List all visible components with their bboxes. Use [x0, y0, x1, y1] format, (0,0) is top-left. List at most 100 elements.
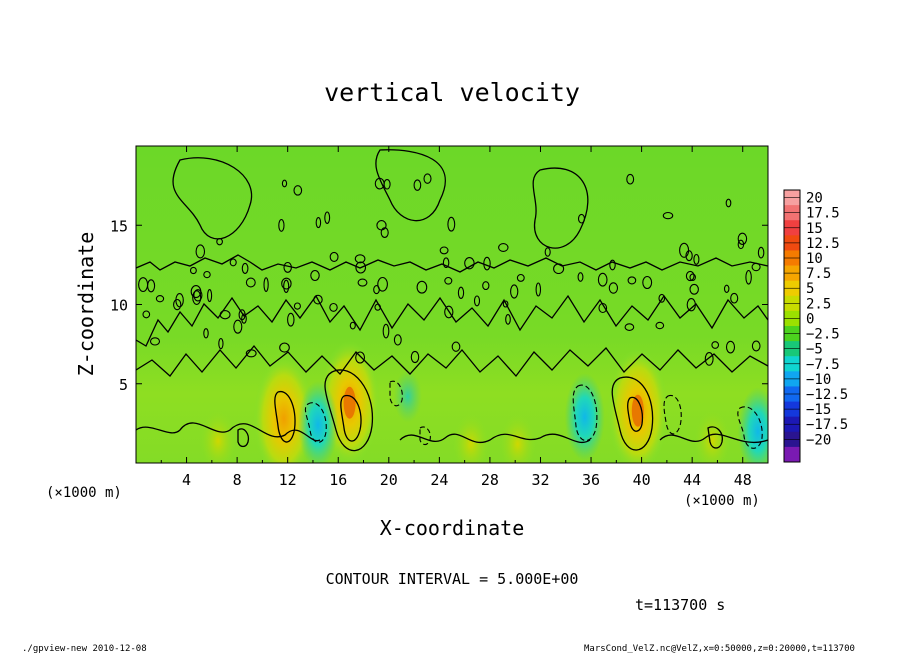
contour-ring — [423, 173, 432, 184]
chart-title: vertical velocity — [324, 78, 580, 107]
contour-ring — [686, 298, 696, 312]
colorbar-label: −5 — [806, 342, 823, 358]
colorbar-label: −7.5 — [806, 357, 840, 373]
contour-ring — [685, 270, 695, 282]
contour-ring — [689, 283, 699, 295]
downdraft-cell-4 — [737, 387, 768, 463]
contour-ring — [278, 218, 285, 232]
colorbar-label: −12.5 — [806, 387, 848, 403]
colorbar-frame — [783, 189, 801, 463]
contour-ring — [751, 340, 761, 352]
contour-ring — [241, 313, 247, 324]
contour-ring — [310, 269, 320, 282]
contour-ring — [219, 310, 231, 320]
contour-ring — [745, 269, 752, 285]
colorbar-label: 2.5 — [806, 296, 831, 312]
x-tick-label: 4 — [182, 471, 191, 489]
contour-ring — [725, 340, 736, 354]
contour-ring — [193, 289, 203, 302]
contour-ring — [451, 341, 461, 352]
contour-zero-lower — [136, 344, 768, 378]
contour-ring — [757, 246, 765, 259]
x-tick-label: 8 — [233, 471, 242, 489]
velocity-cells — [200, 340, 768, 463]
contour-ring — [516, 273, 525, 282]
contour-ring — [203, 328, 209, 339]
contour-ring — [149, 337, 161, 346]
x-tick-label: 48 — [734, 471, 752, 489]
time-label: t=113700 s — [635, 596, 725, 614]
contour-ring — [245, 277, 256, 288]
y-tick-label: 10 — [110, 297, 128, 315]
contour-ring — [413, 179, 422, 191]
contour-ring — [313, 294, 323, 305]
contour-ring — [416, 280, 428, 294]
x-tick-label: 16 — [329, 471, 347, 489]
contour-ring — [544, 247, 551, 257]
contour-ring — [577, 272, 584, 282]
updraft-cell-1 — [200, 410, 237, 463]
contour-ring — [287, 312, 295, 327]
colorbar-label: −20 — [806, 432, 831, 448]
contour-ring — [442, 257, 450, 269]
contour-ring — [483, 256, 491, 271]
contour-updraft-1-inner — [340, 394, 362, 442]
contour-ring — [207, 289, 213, 303]
contour-ring — [142, 310, 151, 319]
colorbar-label: 5 — [806, 281, 814, 297]
contour-ring — [737, 232, 748, 245]
contour-ring — [203, 270, 211, 279]
contour-ring — [464, 257, 475, 270]
contour-ring — [457, 286, 465, 299]
contour-zero-upper — [136, 254, 768, 273]
contour-ring — [173, 298, 182, 311]
contour-ring — [241, 262, 249, 274]
negative-contours — [304, 380, 763, 449]
contour-ring — [439, 246, 449, 255]
contour-ring — [279, 342, 290, 353]
colorbar-label: 17.5 — [806, 206, 840, 222]
contour-ring — [626, 173, 635, 185]
x-tick-label: 12 — [279, 471, 297, 489]
contour-updraft-2-inner — [627, 396, 644, 432]
y-tick-label: 5 — [119, 376, 128, 394]
contour-ring — [382, 323, 390, 339]
contour-ring — [410, 350, 420, 364]
contour-ring — [711, 341, 720, 349]
contour-ring — [138, 277, 149, 293]
x-unit-right: (×1000 m) — [684, 493, 760, 509]
contour-ring — [377, 276, 388, 292]
small-contour-rings — [138, 173, 765, 366]
contour-updraft-1 — [324, 369, 374, 452]
y-axis-ticks: 5 10 15 — [110, 217, 768, 394]
contour-ring — [324, 211, 331, 224]
contour-ring — [505, 314, 511, 325]
downdraft-cell-3 — [564, 373, 605, 462]
x-tick-label: 36 — [582, 471, 600, 489]
contour-ring — [374, 303, 381, 311]
x-tick-label: 28 — [481, 471, 499, 489]
contour-ring — [723, 284, 730, 293]
contour-ring — [444, 276, 453, 285]
contour-ring — [238, 309, 246, 321]
contour-ring — [218, 337, 224, 350]
contour-ring — [281, 179, 288, 188]
contour-ring — [283, 279, 290, 293]
colorbar-label: 7.5 — [806, 266, 831, 282]
contour-ring — [737, 239, 745, 250]
velocity-field-background — [136, 146, 768, 463]
contour-ring — [355, 261, 367, 274]
contour-ring — [281, 277, 292, 290]
y-tick-label: 15 — [110, 217, 128, 235]
colorbar-label: 10 — [806, 251, 823, 267]
contour-ring — [689, 273, 696, 282]
contour-ring — [608, 282, 619, 294]
x-tick-label: 32 — [531, 471, 549, 489]
contour-ring — [510, 284, 519, 299]
colorbar-label: −15 — [806, 402, 831, 418]
contour-ring — [329, 302, 338, 312]
updraft-core-3 — [343, 386, 356, 419]
contour-ring — [393, 334, 402, 346]
contour-ring — [751, 262, 761, 272]
